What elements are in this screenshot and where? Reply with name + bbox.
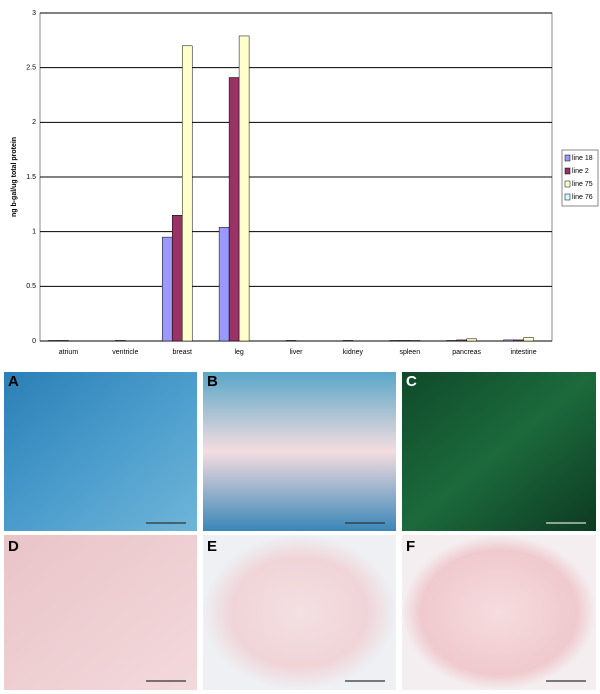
bar	[399, 340, 411, 342]
panel-image	[203, 535, 396, 690]
bar	[228, 77, 240, 342]
panel-label: E	[207, 538, 217, 555]
micrographs	[4, 372, 596, 690]
y-tick-label: 1.5	[26, 174, 36, 181]
bar	[181, 45, 193, 342]
panel-image	[402, 535, 596, 690]
y-tick-label: 1	[32, 229, 36, 236]
y-axis-label: ng b-gal/ug total protein	[11, 137, 18, 217]
panel-label: C	[406, 373, 417, 390]
x-tick-label: kidney	[343, 349, 364, 356]
bar	[446, 340, 457, 342]
bar	[523, 337, 534, 342]
y-tick-label: 0.5	[26, 283, 36, 290]
bar	[161, 236, 173, 342]
panel-label: B	[207, 373, 218, 390]
bar	[238, 35, 250, 342]
bar	[342, 340, 354, 342]
panel-image	[4, 535, 197, 690]
y-tick-label: 2.5	[26, 65, 36, 72]
legend-label: line 75	[572, 181, 593, 188]
x-tick-label: leg	[234, 349, 243, 356]
bar	[115, 340, 126, 342]
bar	[466, 338, 477, 342]
bar	[503, 339, 514, 342]
scale-bars	[146, 522, 586, 682]
y-tick-label: 0	[32, 338, 36, 345]
panel-label: D	[8, 538, 19, 555]
x-tick-label: intestine	[511, 349, 537, 356]
panel-label: F	[406, 538, 415, 555]
legend-label: line 18	[572, 155, 593, 162]
bar	[48, 340, 59, 342]
y-tick-label: 2	[32, 119, 36, 126]
x-tick-label: pancreas	[452, 349, 481, 356]
x-tick-label: atrium	[59, 349, 79, 356]
panel-image	[402, 372, 596, 531]
y-tick-label: 3	[32, 10, 36, 17]
legend-swatch	[564, 180, 571, 188]
bar	[58, 340, 69, 342]
legend-label: line 76	[572, 194, 593, 201]
bar	[389, 340, 401, 342]
legend-swatch	[564, 154, 571, 162]
bar	[218, 227, 230, 342]
legend-label: line 2	[572, 168, 589, 175]
legend-swatch	[564, 193, 571, 201]
panel-image	[4, 372, 197, 531]
bar	[285, 340, 297, 342]
bar	[456, 339, 467, 342]
x-tick-label: spleen	[399, 349, 420, 356]
bar	[171, 215, 183, 342]
x-tick-label: breast	[172, 349, 192, 356]
panel-image	[203, 372, 396, 531]
legend-swatch	[564, 167, 571, 175]
bar	[513, 339, 524, 342]
panel-label: A	[8, 373, 19, 390]
x-tick-label: ventricle	[112, 349, 138, 356]
x-tick-label: liver	[290, 349, 304, 356]
bar	[409, 340, 421, 342]
